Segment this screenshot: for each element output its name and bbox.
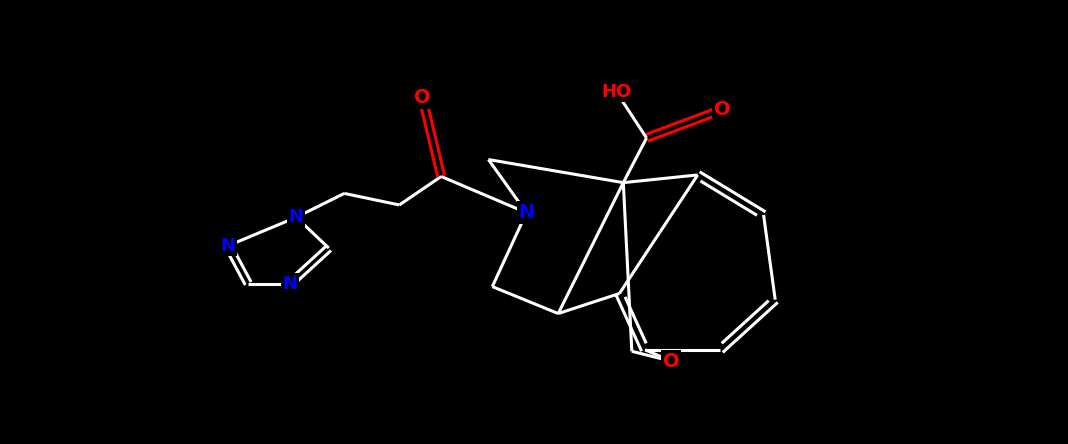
Text: N: N [283, 274, 298, 293]
Text: O: O [663, 352, 679, 371]
Text: N: N [288, 208, 303, 226]
Text: N: N [221, 237, 236, 255]
Text: O: O [414, 88, 430, 107]
Text: O: O [714, 100, 731, 119]
Text: HO: HO [601, 83, 631, 101]
Text: N: N [518, 203, 535, 222]
